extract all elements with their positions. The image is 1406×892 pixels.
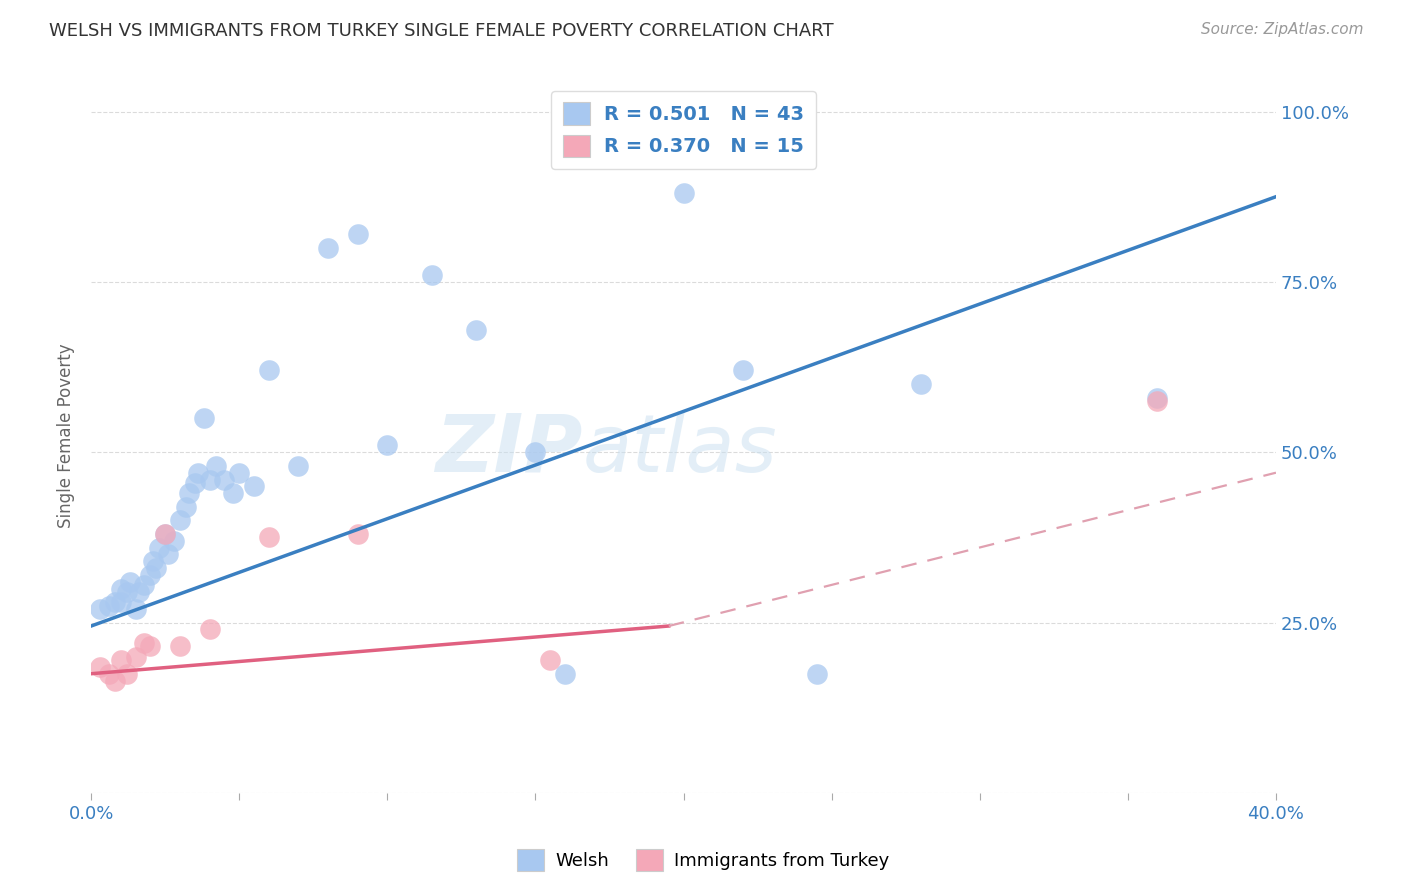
Point (153, 527, 176, 541)
Point (465, 322, 488, 336)
Point (118, 574, 141, 589)
Point (243, 479, 266, 493)
Point (97, 599, 120, 613)
Point (346, 227, 368, 242)
Point (104, 673, 127, 688)
Point (110, 595, 132, 609)
Point (524, 445, 547, 459)
Point (193, 411, 215, 425)
Text: Source: ZipAtlas.com: Source: ZipAtlas.com (1201, 22, 1364, 37)
Point (198, 623, 221, 637)
Legend: R = 0.501   N = 43, R = 0.370   N = 15: R = 0.501 N = 43, R = 0.370 N = 15 (551, 91, 815, 169)
Text: ZIP: ZIP (436, 410, 583, 489)
Point (228, 466, 250, 480)
Point (177, 486, 200, 500)
Point (184, 475, 207, 490)
Legend: Welsh, Immigrants from Turkey: Welsh, Immigrants from Turkey (510, 842, 896, 879)
Point (124, 649, 146, 664)
Point (139, 640, 162, 654)
Point (204, 458, 226, 473)
Point (153, 527, 176, 541)
Point (1146, 391, 1168, 405)
Point (316, 241, 339, 255)
Point (222, 486, 245, 500)
Point (346, 527, 368, 541)
Point (163, 533, 186, 548)
Point (97, 666, 120, 681)
Point (148, 541, 170, 555)
Point (169, 513, 191, 527)
Point (420, 268, 443, 282)
Point (554, 666, 576, 681)
Point (731, 363, 754, 377)
Point (157, 548, 180, 562)
Point (110, 653, 132, 667)
Point (257, 530, 280, 544)
Point (115, 666, 138, 681)
Point (89, 602, 111, 616)
Point (124, 602, 146, 616)
Point (134, 578, 156, 592)
Point (110, 582, 132, 596)
Point (187, 466, 209, 480)
Point (115, 585, 138, 599)
Point (139, 568, 162, 582)
Point (174, 500, 197, 514)
Text: atlas: atlas (583, 410, 778, 489)
Point (145, 561, 167, 575)
Point (134, 636, 156, 650)
Point (169, 640, 191, 654)
Point (672, 186, 695, 201)
Text: WELSH VS IMMIGRANTS FROM TURKEY SINGLE FEMALE POVERTY CORRELATION CHART: WELSH VS IMMIGRANTS FROM TURKEY SINGLE F… (49, 22, 834, 40)
Point (128, 585, 150, 599)
Point (538, 653, 561, 667)
Point (198, 473, 221, 487)
Point (1146, 394, 1168, 409)
Y-axis label: Single Female Poverty: Single Female Poverty (58, 343, 75, 527)
Point (910, 377, 932, 392)
Point (89, 660, 111, 674)
Point (104, 595, 127, 609)
Point (142, 554, 165, 568)
Point (287, 458, 309, 473)
Point (214, 473, 236, 487)
Point (806, 666, 828, 681)
Point (257, 363, 280, 377)
Point (377, 438, 399, 452)
